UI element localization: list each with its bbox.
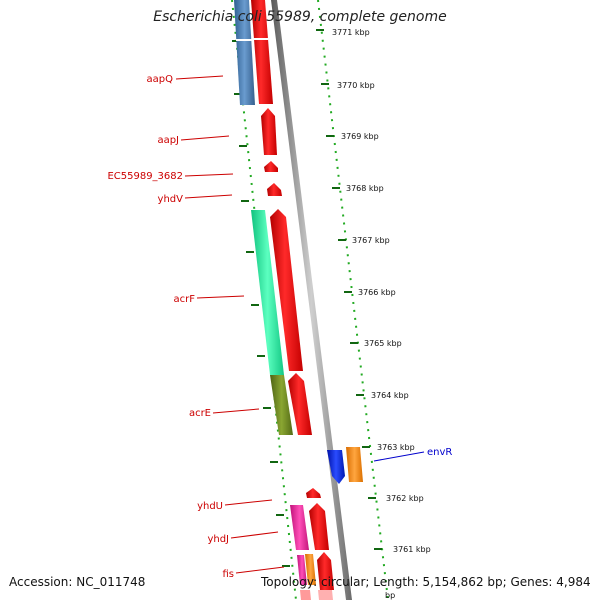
gene-block-yhdU [306, 488, 321, 498]
tick-label-3767: 3767 kbp [352, 236, 390, 245]
accession-text: Accession: NC_011748 [9, 575, 146, 589]
inner-tick-marks [232, 40, 290, 567]
label-leaders [175, 75, 285, 574]
gene-block-acrE-inner [270, 375, 293, 435]
gene-block-envR-blue [327, 450, 345, 484]
tick-label-3765: 3765 kbp [364, 339, 402, 348]
tick-label-3764: 3764 kbp [371, 391, 409, 400]
tick-label-3769: 3769 kbp [341, 132, 379, 141]
gene-block-acrE-outer [288, 373, 312, 435]
gene-label-fis: fis [222, 569, 234, 580]
tick-label-3761: 3761 kbp [393, 545, 431, 554]
gene-block-envR-orange [346, 447, 363, 482]
outer-tick-marks [316, 29, 382, 550]
gene-label-aapQ: aapQ [147, 74, 174, 85]
gene-label-yhdV: yhdV [158, 194, 184, 205]
gene-block-aapQ-b [251, 0, 273, 104]
gene-block-bottom-b [318, 590, 333, 600]
gene-block-acrF-outer [270, 209, 303, 371]
gene-block-yhdJ-outer [309, 503, 329, 550]
gene-block-aapQ-a [234, 0, 255, 105]
tick-label-3763: 3763 kbp [377, 443, 415, 452]
gene-block-fis-red [317, 552, 334, 590]
tick-label-3770: 3770 kbp [337, 81, 375, 90]
outer-dotted-ring [317, 0, 389, 600]
gene-block-acrF-inner [251, 210, 284, 375]
gene-labels: aapQ aapJ EC55989_3682 yhdV acrF acrE en… [107, 74, 452, 580]
gene-block-yhdV [267, 183, 282, 196]
gene-block-EC55989_3682 [264, 161, 278, 172]
tick-label-3760-partial: bp [385, 591, 395, 600]
gene-label-envR: envR [427, 447, 452, 458]
gene-label-acrE: acrE [189, 408, 211, 419]
gene-block-fis-inner [297, 555, 307, 585]
gene-label-aapJ: aapJ [157, 135, 179, 146]
topology-text: Topology: circular; Length: 5,154,862 bp… [261, 575, 591, 589]
label-leader-envR [373, 451, 425, 462]
map-title: Escherichia coli 55989, complete genome [153, 9, 447, 25]
tick-label-3766: 3766 kbp [358, 288, 396, 297]
gene-block-aapJ [261, 108, 277, 155]
gene-label-yhdJ: yhdJ [207, 534, 229, 545]
gene-label-EC55989_3682: EC55989_3682 [107, 171, 183, 182]
scale-labels: 3771 kbp 3770 kbp 3769 kbp 3768 kbp 3767… [332, 28, 431, 600]
tick-label-3771: 3771 kbp [332, 28, 370, 37]
gene-block-yhdJ-inner [290, 505, 309, 550]
tick-label-3768: 3768 kbp [346, 184, 384, 193]
gene-block-bottom-a [300, 590, 311, 600]
gene-label-yhdU: yhdU [197, 501, 223, 512]
gene-block-fis-orange [305, 554, 316, 585]
gene-label-acrF: acrF [174, 294, 196, 305]
tick-label-3762: 3762 kbp [386, 494, 424, 503]
